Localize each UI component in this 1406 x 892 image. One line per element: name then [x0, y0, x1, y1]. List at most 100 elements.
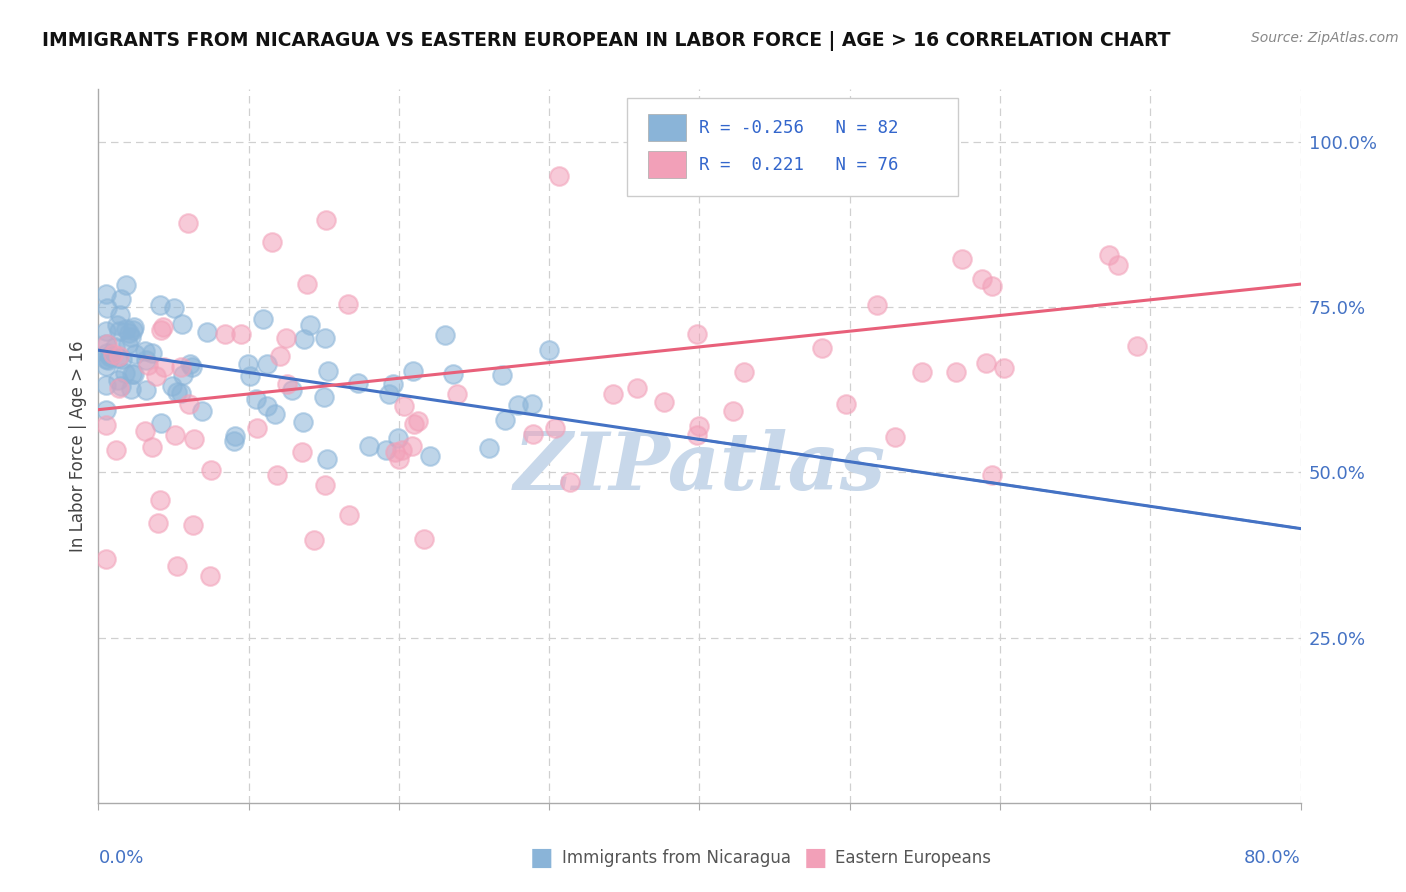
- Point: [733, 365, 755, 379]
- Point: [170, 385, 193, 400]
- Point: [560, 475, 582, 489]
- Point: [222, 434, 245, 448]
- Point: [491, 368, 513, 383]
- Point: [256, 399, 278, 413]
- Point: [652, 394, 675, 409]
- Point: [537, 343, 560, 357]
- Point: [104, 340, 127, 354]
- Bar: [648, 114, 686, 141]
- Point: [252, 312, 274, 326]
- Point: [980, 279, 1002, 293]
- Point: [494, 413, 516, 427]
- Point: [134, 424, 156, 438]
- Point: [835, 397, 858, 411]
- Point: [974, 356, 997, 370]
- Text: R =  0.221   N = 76: R = 0.221 N = 76: [700, 156, 898, 174]
- Point: [135, 353, 157, 368]
- Point: [346, 376, 368, 390]
- Point: [911, 366, 934, 380]
- Point: [1107, 258, 1129, 272]
- Point: [866, 298, 889, 312]
- Point: [391, 442, 413, 457]
- Point: [181, 518, 204, 533]
- Point: [98, 348, 121, 362]
- Text: Immigrants from Nicaragua: Immigrants from Nicaragua: [562, 849, 792, 867]
- Point: [135, 383, 157, 397]
- Point: [404, 417, 426, 432]
- Point: [292, 332, 315, 346]
- Point: [122, 320, 145, 334]
- Point: [446, 387, 468, 401]
- Point: [94, 286, 117, 301]
- Point: [96, 337, 118, 351]
- Point: [276, 376, 298, 391]
- Point: [160, 379, 183, 393]
- Point: [149, 298, 172, 312]
- Point: [149, 492, 172, 507]
- Point: [262, 235, 284, 249]
- Point: [110, 378, 132, 392]
- Point: [97, 352, 120, 367]
- Point: [375, 443, 398, 458]
- Point: [94, 337, 117, 351]
- Point: [141, 441, 163, 455]
- Point: [246, 421, 269, 435]
- Point: [117, 337, 139, 351]
- Point: [337, 508, 360, 522]
- Text: ZIPatlas: ZIPatlas: [513, 429, 886, 506]
- Point: [122, 368, 145, 382]
- Point: [419, 449, 441, 463]
- Point: [191, 403, 214, 417]
- Text: IMMIGRANTS FROM NICARAGUA VS EASTERN EUROPEAN IN LABOR FORCE | AGE > 16 CORRELAT: IMMIGRANTS FROM NICARAGUA VS EASTERN EUR…: [42, 31, 1171, 51]
- Point: [952, 252, 974, 267]
- Point: [180, 360, 202, 375]
- Point: [314, 478, 336, 492]
- Point: [384, 445, 406, 459]
- Point: [121, 367, 143, 381]
- Point: [1126, 339, 1149, 353]
- Point: [163, 301, 186, 315]
- Point: [224, 428, 246, 442]
- Point: [94, 403, 117, 417]
- Point: [200, 569, 222, 583]
- Point: [153, 360, 176, 375]
- Point: [401, 439, 423, 453]
- Point: [94, 351, 117, 366]
- Point: [141, 345, 163, 359]
- Point: [269, 349, 291, 363]
- Point: [256, 357, 278, 371]
- Text: 80.0%: 80.0%: [1244, 849, 1301, 867]
- Point: [165, 428, 187, 442]
- Point: [239, 369, 262, 384]
- Point: [388, 452, 411, 467]
- Point: [522, 427, 544, 442]
- Point: [94, 324, 117, 338]
- Point: [315, 451, 337, 466]
- Point: [114, 366, 136, 380]
- Point: [94, 359, 117, 374]
- Point: [124, 347, 146, 361]
- Point: [177, 216, 200, 230]
- Text: ■: ■: [530, 847, 553, 870]
- Point: [412, 532, 434, 546]
- Point: [299, 318, 322, 333]
- Point: [314, 331, 336, 345]
- Point: [357, 439, 380, 453]
- Point: [136, 358, 159, 372]
- Point: [108, 324, 131, 338]
- Point: [441, 367, 464, 381]
- Point: [114, 278, 136, 293]
- Point: [166, 384, 188, 399]
- Point: [318, 363, 340, 377]
- Point: [245, 392, 267, 406]
- Point: [302, 533, 325, 547]
- Point: [96, 345, 118, 359]
- Point: [108, 381, 131, 395]
- Point: [970, 272, 993, 286]
- Point: [108, 350, 131, 364]
- Point: [94, 378, 117, 392]
- Point: [378, 387, 401, 401]
- Point: [387, 431, 409, 445]
- Point: [172, 368, 194, 383]
- Point: [96, 301, 118, 315]
